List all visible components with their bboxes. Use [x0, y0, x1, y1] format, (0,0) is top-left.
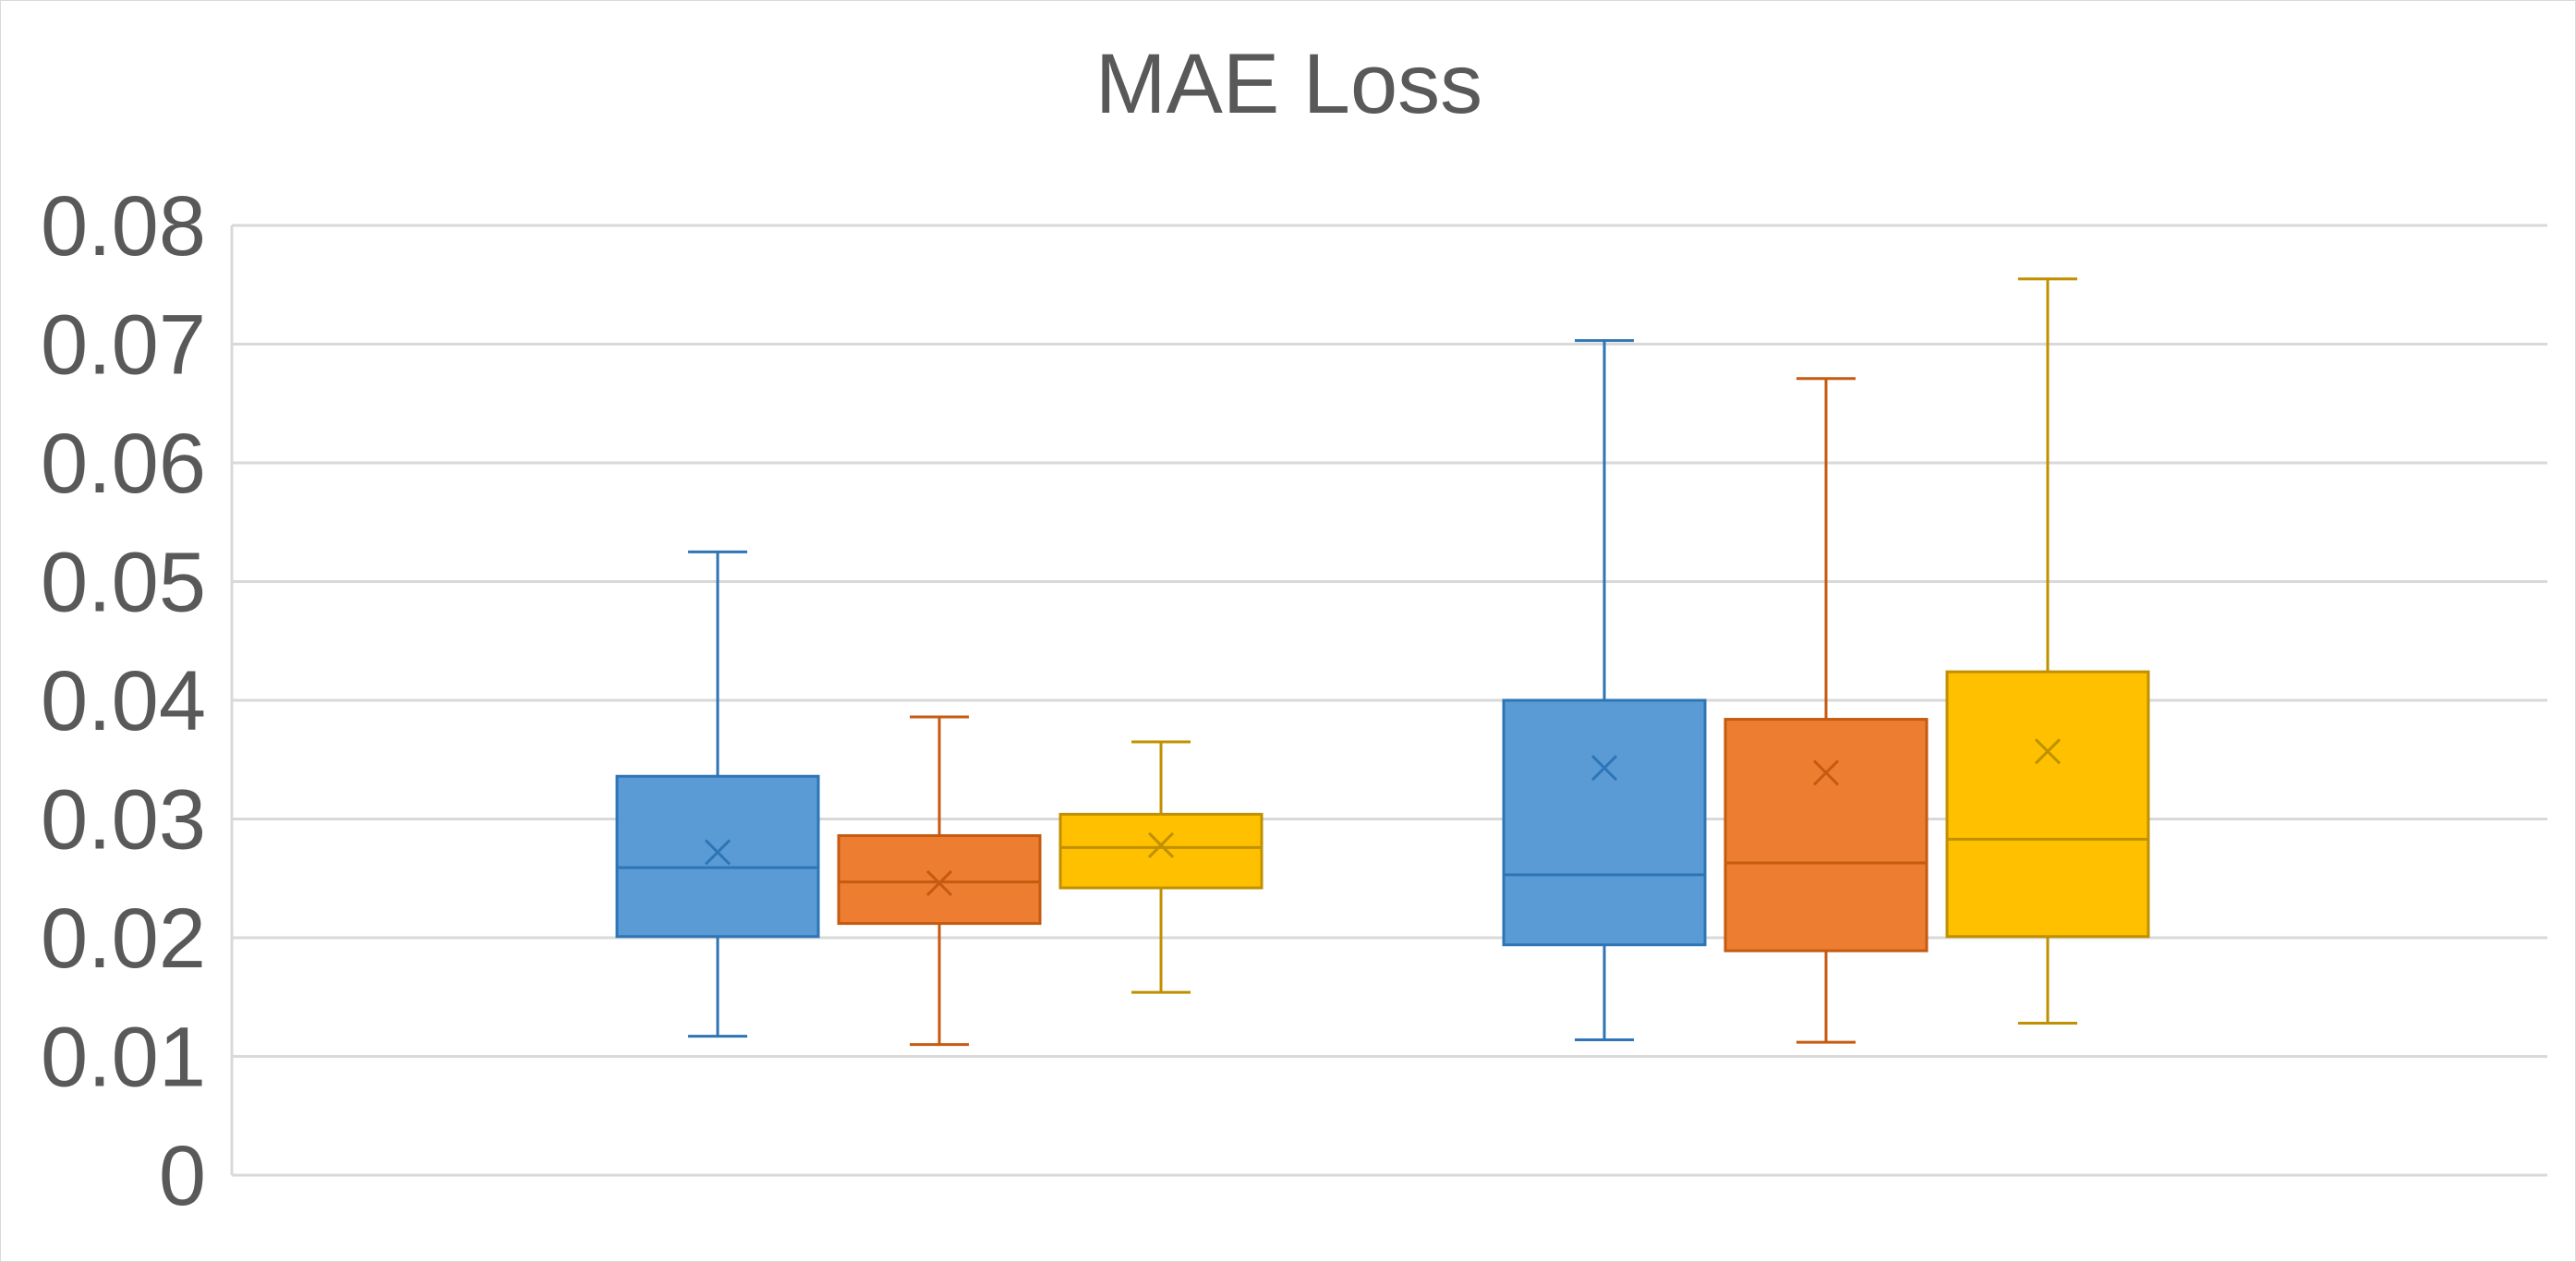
y-tick-label: 0.01 [41, 1011, 206, 1105]
mean-marker [925, 869, 953, 896]
box-series-1-group-1 [615, 550, 820, 1038]
chart-title: MAE Loss [1094, 37, 1483, 131]
box-series-1-group-2 [1502, 339, 1707, 1042]
y-tick-label: 0.03 [41, 773, 206, 868]
iqr-box [1945, 670, 2150, 939]
y-tick-label: 0.08 [41, 179, 206, 273]
y-tick-label: 0.06 [41, 417, 206, 511]
gridlines [232, 224, 2547, 1177]
y-tick-label: 0.07 [41, 298, 206, 393]
box-series-2-group-2 [1723, 377, 1929, 1044]
box-series-3-group-2 [1945, 277, 2150, 1025]
iqr-box [837, 833, 1042, 926]
mean-marker [1590, 755, 1618, 782]
y-tick-label: 0 [159, 1129, 206, 1223]
iqr-box [1058, 812, 1264, 890]
mean-marker [1812, 759, 1840, 786]
y-tick-label: 0.02 [41, 892, 206, 986]
mean-marker [2034, 738, 2062, 765]
y-tick-label: 0.04 [41, 654, 206, 748]
iqr-box [1502, 698, 1707, 947]
box-series-2-group-1 [837, 715, 1042, 1047]
iqr-box [615, 774, 820, 939]
iqr-box [1723, 718, 1929, 953]
mean-marker [704, 839, 732, 866]
box-series-3-group-1 [1058, 740, 1264, 994]
y-tick-label: 0.05 [41, 536, 206, 630]
y-axis: 0 0.01 0.02 0.03 0.04 0.05 0.06 0.07 0.08 [41, 179, 234, 1223]
boxes [615, 277, 2150, 1047]
mean-marker [1147, 831, 1175, 858]
